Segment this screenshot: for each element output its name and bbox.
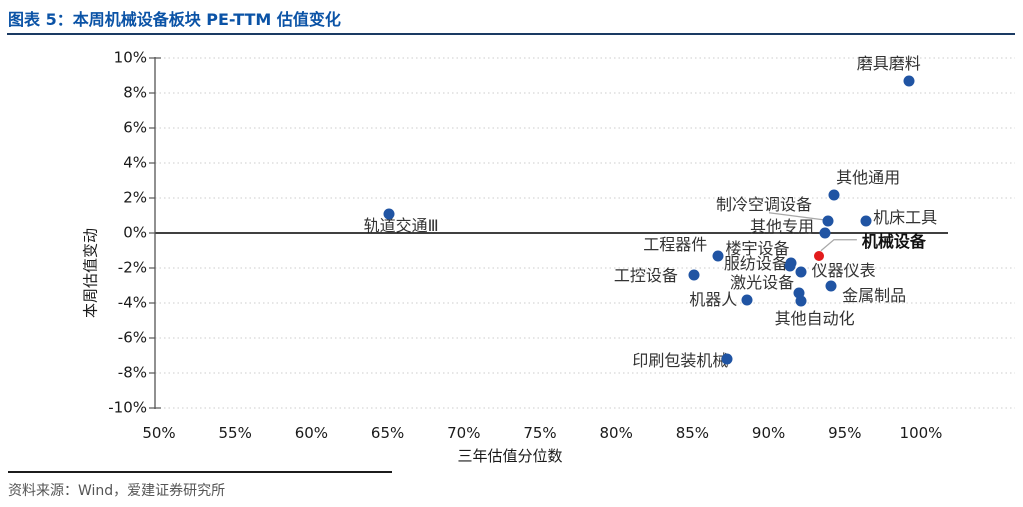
x-tick-label: 65% (370, 424, 405, 442)
data-point (795, 295, 807, 307)
y-tick-label: -8% (117, 363, 147, 382)
data-point (784, 260, 796, 272)
highlight-point-label: 机械设备 (861, 231, 926, 251)
data-point (712, 250, 724, 262)
source-note: 资料来源：Wind，爱建证券研究所 (8, 483, 226, 499)
y-tick-label: -4% (117, 293, 147, 312)
point-label: 轨道交通Ⅲ (363, 215, 439, 235)
x-tick-label: 100% (899, 424, 943, 442)
label-leader-line (820, 239, 857, 252)
data-point (721, 353, 733, 365)
point-label: 金属制品 (842, 285, 907, 305)
y-tick-label: 2% (123, 188, 147, 207)
data-point (793, 287, 805, 298)
point-label: 楼宇设备 (725, 238, 790, 258)
label-leader-line (768, 212, 824, 221)
point-label: 仪器仪表 (811, 260, 876, 280)
x-tick-label: 80% (599, 424, 633, 442)
footer-divider (8, 471, 392, 473)
y-tick-label: 4% (123, 153, 147, 172)
point-label: 机床工具 (873, 207, 938, 227)
y-tick-label: 0% (123, 223, 147, 242)
y-tick-label: -6% (117, 328, 147, 347)
x-tick-label: 70% (447, 424, 481, 442)
highlight-data-point (813, 250, 824, 261)
data-point (860, 215, 872, 227)
y-tick-label: 8% (123, 83, 147, 102)
point-label: 服纺设备 (723, 254, 788, 274)
data-point (819, 227, 831, 239)
figure-title: 图表 5：本周机械设备板块 PE-TTM 估值变化 (8, 10, 341, 29)
y-tick-label: 6% (123, 118, 147, 137)
point-label: 其他自动化 (774, 309, 855, 329)
point-label: 制冷空调设备 (716, 194, 813, 214)
y-tick-label: -10% (108, 398, 147, 417)
data-point (741, 294, 753, 305)
x-tick-label: 55% (218, 424, 252, 442)
data-point (822, 215, 834, 227)
point-label: 印刷包装机械 (632, 351, 729, 371)
point-label: 工控设备 (613, 266, 678, 286)
x-tick-label: 95% (828, 424, 862, 442)
data-point (795, 266, 807, 277)
data-point (828, 189, 840, 200)
x-tick-label: 90% (751, 424, 786, 442)
x-axis-title: 三年估值分位数 (457, 447, 563, 465)
x-tick-label: 60% (294, 424, 329, 442)
point-label: 激光设备 (730, 272, 795, 292)
point-label: 磨具磨料 (856, 53, 921, 73)
data-point (903, 75, 915, 87)
point-label: 工程器件 (643, 234, 708, 254)
y-tick-label: 10% (113, 48, 147, 67)
x-tick-label: 50% (142, 424, 176, 442)
point-label: 其他通用 (836, 167, 901, 187)
x-tick-label: 75% (523, 424, 557, 442)
data-point (825, 280, 837, 291)
data-point (688, 269, 700, 281)
point-label: 机器人 (689, 289, 738, 309)
y-axis-title: 本周估值变动 (81, 227, 100, 319)
y-tick-label: -2% (117, 258, 147, 277)
point-label: 其他专用 (749, 217, 814, 237)
title-divider (7, 33, 1015, 35)
x-tick-label: 85% (675, 424, 710, 442)
data-point (383, 208, 395, 220)
